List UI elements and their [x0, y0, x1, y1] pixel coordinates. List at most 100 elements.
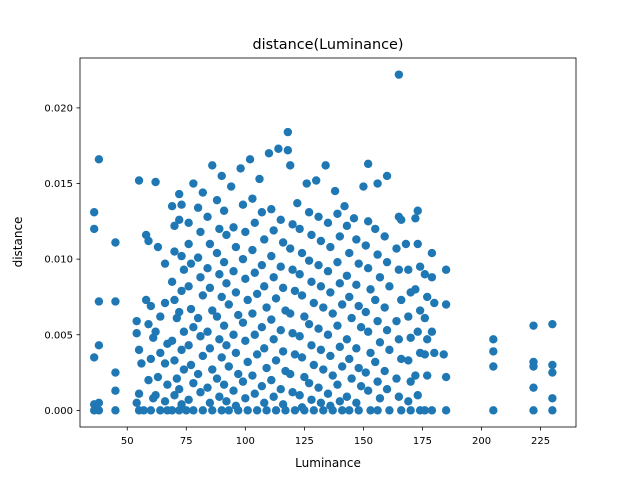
data-point — [172, 374, 182, 383]
data-point — [170, 391, 179, 400]
data-point — [252, 350, 262, 359]
data-point — [238, 318, 248, 327]
data-point — [250, 389, 259, 398]
data-point — [260, 235, 269, 244]
data-point — [411, 371, 420, 380]
data-point — [392, 244, 401, 253]
data-point — [333, 209, 342, 218]
data-point — [278, 347, 288, 356]
data-point — [373, 250, 382, 259]
data-point — [243, 295, 252, 305]
data-point — [361, 368, 370, 377]
data-point — [184, 341, 193, 350]
data-point — [345, 354, 354, 364]
data-point — [309, 406, 319, 415]
data-point — [160, 298, 170, 308]
data-point — [375, 273, 385, 282]
data-point — [342, 392, 352, 401]
data-point — [373, 377, 382, 386]
x-tick-label: 75 — [180, 436, 193, 447]
data-point — [330, 186, 340, 196]
data-point — [274, 144, 283, 153]
data-point — [217, 292, 226, 302]
data-point — [241, 336, 250, 345]
data-point — [231, 288, 241, 297]
data-point — [146, 354, 156, 364]
data-point — [139, 406, 148, 415]
data-point — [316, 345, 326, 355]
data-point — [326, 351, 335, 361]
data-point — [335, 232, 345, 241]
data-point — [111, 386, 120, 395]
data-point — [175, 189, 184, 199]
data-point — [160, 359, 170, 368]
data-point — [286, 309, 295, 318]
data-point — [415, 306, 425, 315]
data-point — [111, 238, 120, 247]
x-tick-label: 200 — [472, 436, 491, 447]
data-point — [373, 316, 382, 326]
data-point — [278, 283, 288, 293]
data-point — [326, 242, 335, 252]
data-point — [302, 179, 311, 188]
data-point — [267, 315, 276, 324]
data-point — [132, 329, 141, 338]
data-point — [89, 208, 99, 217]
data-points — [89, 70, 557, 415]
data-point — [300, 372, 309, 382]
data-point — [257, 260, 267, 270]
data-point — [411, 214, 420, 223]
data-point — [111, 297, 120, 306]
data-point — [203, 264, 212, 273]
data-point — [323, 389, 333, 398]
data-point — [271, 294, 281, 303]
data-point — [371, 357, 380, 367]
data-point — [380, 232, 389, 241]
data-point — [340, 202, 349, 211]
data-point — [489, 362, 498, 371]
data-point — [394, 392, 404, 401]
data-point — [229, 386, 238, 395]
data-point — [420, 313, 430, 323]
data-point — [441, 300, 451, 309]
data-point — [427, 406, 437, 415]
data-point — [430, 348, 439, 358]
data-point — [243, 357, 252, 367]
plot-area-frame — [79, 57, 577, 428]
data-point — [217, 171, 226, 181]
data-point — [307, 230, 316, 240]
data-point — [333, 380, 342, 389]
data-point — [89, 224, 99, 234]
data-point — [427, 327, 437, 336]
data-point — [238, 254, 248, 264]
data-point — [366, 285, 375, 294]
data-point — [363, 386, 373, 395]
y-tick-label: 0.000 — [44, 406, 73, 417]
data-point — [260, 398, 269, 407]
data-point — [404, 265, 413, 274]
data-point — [196, 273, 205, 282]
data-point — [290, 350, 300, 359]
data-point — [215, 270, 224, 279]
data-point — [198, 188, 208, 197]
data-point — [132, 316, 141, 326]
data-point — [212, 312, 222, 321]
data-point — [257, 322, 267, 332]
data-point — [179, 365, 189, 374]
data-point — [427, 248, 437, 258]
data-point — [257, 381, 267, 391]
data-point — [193, 369, 203, 379]
data-point — [196, 227, 205, 237]
data-point — [217, 406, 226, 415]
data-point — [219, 321, 229, 330]
data-point — [314, 383, 323, 392]
data-point — [94, 155, 104, 164]
data-point — [489, 406, 498, 415]
data-point — [243, 406, 252, 415]
x-tick-label: 100 — [236, 436, 255, 447]
data-point — [352, 280, 361, 290]
data-point — [208, 161, 217, 170]
data-point — [238, 377, 248, 386]
data-point — [262, 303, 271, 312]
data-point — [309, 360, 319, 370]
